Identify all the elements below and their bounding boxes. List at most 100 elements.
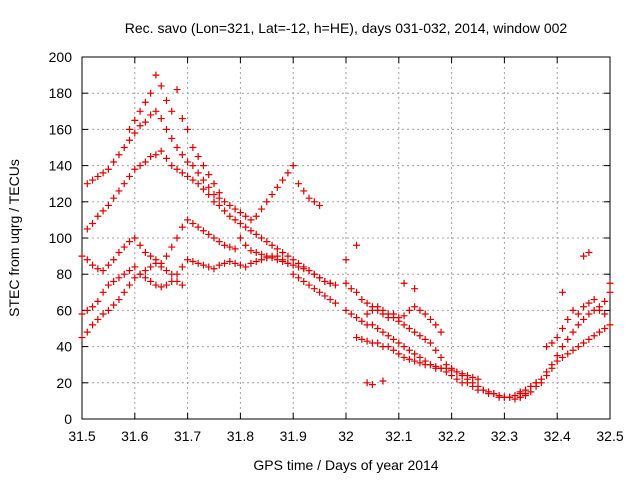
data-point <box>543 343 551 351</box>
data-point <box>199 227 207 235</box>
data-point <box>205 183 213 191</box>
x-tick-label: 32.3 <box>491 428 518 444</box>
data-point <box>379 306 387 314</box>
data-point <box>595 306 603 314</box>
data-point <box>305 194 313 202</box>
data-point <box>168 270 176 278</box>
data-point <box>390 346 398 354</box>
data-point <box>289 270 297 278</box>
data-point <box>120 243 128 251</box>
data-point <box>342 256 350 264</box>
data-point <box>421 310 429 318</box>
data-point <box>310 270 318 278</box>
data-point <box>601 325 609 332</box>
data-point <box>405 346 413 354</box>
y-tick-label: 40 <box>56 339 72 355</box>
y-tick-label: 20 <box>56 375 72 391</box>
data-point <box>411 328 419 336</box>
data-point <box>205 171 213 179</box>
data-point <box>226 258 234 266</box>
data-point <box>131 129 139 137</box>
data-point <box>231 259 239 267</box>
data-point <box>353 288 361 296</box>
data-point <box>252 258 260 266</box>
data-point <box>485 388 493 396</box>
data-point <box>168 243 176 251</box>
data-point <box>390 310 398 318</box>
y-tick-label: 140 <box>49 158 73 174</box>
data-point <box>141 248 149 256</box>
data-point <box>120 288 128 296</box>
data-point <box>363 310 371 318</box>
data-point <box>147 277 155 285</box>
data-point <box>110 194 118 202</box>
data-point <box>99 267 107 275</box>
data-point <box>353 241 361 249</box>
data-point <box>215 189 223 197</box>
data-point <box>569 346 577 354</box>
data-point <box>490 390 498 398</box>
data-point <box>205 263 213 271</box>
data-point <box>189 144 197 151</box>
data-point <box>384 332 392 340</box>
y-tick-label: 120 <box>49 194 73 210</box>
data-point <box>411 350 419 358</box>
x-tick-label: 31.7 <box>174 428 201 444</box>
data-point <box>263 238 271 246</box>
data-point <box>469 373 477 381</box>
series-group <box>342 241 419 389</box>
data-point <box>162 281 170 289</box>
data-point <box>162 96 170 104</box>
data-point <box>115 151 123 159</box>
data-point <box>279 258 287 266</box>
data-point <box>585 335 593 343</box>
data-point <box>89 220 97 228</box>
data-point <box>300 187 308 195</box>
data-point <box>358 317 366 325</box>
x-tick-label: 32.2 <box>438 428 465 444</box>
data-point <box>580 252 588 260</box>
data-point <box>331 281 339 289</box>
data-point <box>400 321 408 329</box>
data-point <box>411 285 419 293</box>
data-point <box>168 107 176 115</box>
data-point <box>136 270 144 278</box>
data-point <box>173 165 181 173</box>
data-point <box>136 241 144 249</box>
x-tick-label: 32.1 <box>385 428 412 444</box>
data-point <box>89 321 97 329</box>
data-point <box>152 281 160 289</box>
data-point <box>178 169 186 177</box>
data-point <box>437 328 445 336</box>
data-point <box>99 169 107 177</box>
data-point <box>606 288 614 296</box>
y-tick-label: 180 <box>49 85 73 101</box>
data-point <box>300 263 308 271</box>
data-point <box>131 234 139 242</box>
data-point <box>94 315 102 323</box>
data-point <box>83 180 91 188</box>
data-point <box>189 162 197 170</box>
data-point <box>210 265 218 273</box>
data-point <box>437 353 445 361</box>
data-point <box>284 259 292 267</box>
data-point <box>316 288 324 296</box>
data-point <box>432 346 440 354</box>
data-point <box>152 259 160 267</box>
data-point <box>199 261 207 269</box>
data-point <box>115 187 123 195</box>
data-point <box>110 301 118 309</box>
data-point <box>210 198 218 206</box>
data-point <box>131 165 139 173</box>
data-point <box>426 361 434 369</box>
data-point <box>184 256 192 264</box>
data-point <box>152 71 160 79</box>
series-group <box>126 71 223 197</box>
y-tick-label: 100 <box>49 230 73 246</box>
data-point <box>263 252 271 260</box>
data-point <box>258 250 266 258</box>
data-point <box>479 386 487 394</box>
data-point <box>242 212 250 220</box>
data-point <box>226 243 234 251</box>
